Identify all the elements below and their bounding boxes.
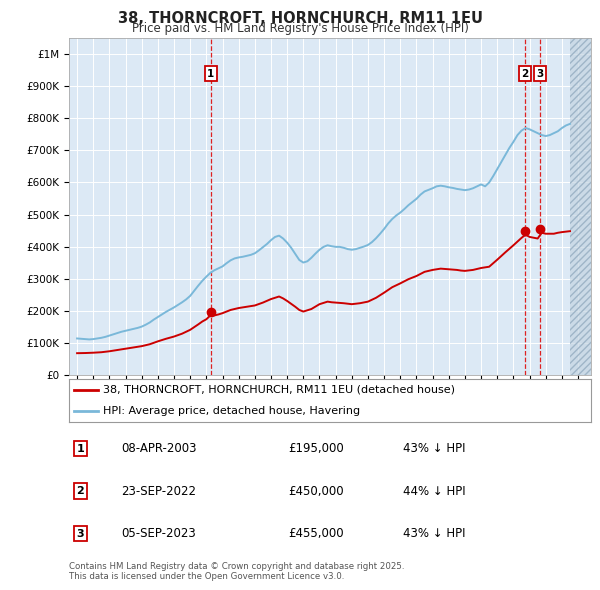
Text: 44% ↓ HPI: 44% ↓ HPI (403, 484, 466, 498)
Text: £455,000: £455,000 (288, 527, 344, 540)
Text: 2: 2 (521, 68, 529, 78)
Text: 1: 1 (207, 68, 214, 78)
Text: Price paid vs. HM Land Registry's House Price Index (HPI): Price paid vs. HM Land Registry's House … (131, 22, 469, 35)
Text: 2: 2 (77, 486, 85, 496)
Text: Contains HM Land Registry data © Crown copyright and database right 2025.
This d: Contains HM Land Registry data © Crown c… (69, 562, 404, 581)
Text: 38, THORNCROFT, HORNCHURCH, RM11 1EU (detached house): 38, THORNCROFT, HORNCHURCH, RM11 1EU (de… (103, 385, 455, 395)
Text: 23-SEP-2022: 23-SEP-2022 (121, 484, 196, 498)
Text: 08-APR-2003: 08-APR-2003 (121, 442, 197, 455)
Text: HPI: Average price, detached house, Havering: HPI: Average price, detached house, Have… (103, 407, 360, 416)
Text: 1: 1 (77, 444, 85, 454)
Bar (570, 38, 591, 375)
Text: 3: 3 (537, 68, 544, 78)
Text: £195,000: £195,000 (288, 442, 344, 455)
Text: 43% ↓ HPI: 43% ↓ HPI (403, 527, 466, 540)
Text: 43% ↓ HPI: 43% ↓ HPI (403, 442, 466, 455)
Text: 05-SEP-2023: 05-SEP-2023 (121, 527, 196, 540)
Bar (570, 38, 591, 375)
Text: £450,000: £450,000 (288, 484, 344, 498)
Text: 3: 3 (77, 529, 84, 539)
Text: 38, THORNCROFT, HORNCHURCH, RM11 1EU: 38, THORNCROFT, HORNCHURCH, RM11 1EU (118, 11, 482, 25)
